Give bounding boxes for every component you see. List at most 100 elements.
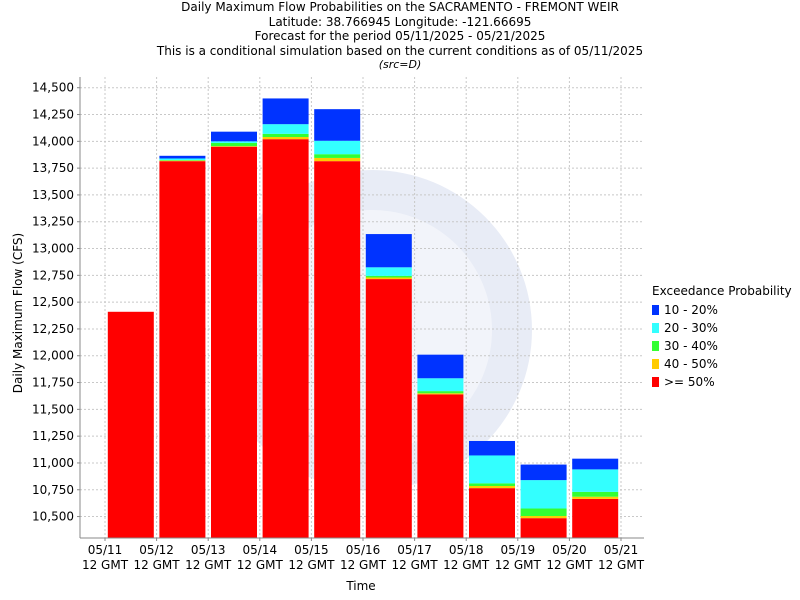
- bar-segment-p30_40: [417, 391, 464, 394]
- bar-segment-p30_40: [159, 160, 206, 161]
- bar-segment-p30_40: [314, 154, 361, 158]
- bar-segment-p40_50: [262, 137, 309, 140]
- bar-segment-p20_30: [417, 378, 464, 392]
- bar-segment-p20_30: [469, 455, 515, 484]
- x-tick-label-time: 12 GMT: [546, 558, 593, 572]
- legend-title: Exceedance Probability: [652, 284, 792, 298]
- legend-label: >= 50%: [664, 375, 715, 389]
- bar-segment-p30_40: [262, 133, 309, 138]
- bar-05-15: [314, 109, 361, 538]
- y-tick-label: 13,500: [32, 188, 74, 202]
- y-tick-label: 11,000: [32, 456, 74, 470]
- bar-segment-p50: [211, 146, 257, 539]
- y-axis-title: Daily Maximum Flow (CFS): [11, 233, 25, 393]
- bar-segment-p10_20: [417, 354, 464, 379]
- bar-segment-p20_30: [365, 267, 412, 276]
- x-tick-label-date: 05/14: [243, 543, 278, 557]
- bar-segment-p10_20: [211, 131, 257, 142]
- bar-segment-p50: [520, 518, 567, 538]
- legend-label: 40 - 50%: [664, 357, 718, 371]
- bar-05-19: [520, 464, 567, 538]
- legend-item-p40_50: 40 - 50%: [652, 355, 792, 373]
- y-tick-label: 13,000: [32, 242, 74, 256]
- x-tick-label-date: 05/15: [294, 543, 329, 557]
- bar-segment-p20_30: [262, 124, 309, 134]
- chart-titles: Daily Maximum Flow Probabilities on the …: [0, 0, 800, 73]
- legend-item-p50: >= 50%: [652, 373, 792, 391]
- bar-segment-p50: [417, 394, 464, 538]
- legend-label: 20 - 30%: [664, 321, 718, 335]
- legend-label: 30 - 40%: [664, 339, 718, 353]
- x-tick-label-date: 05/19: [501, 543, 536, 557]
- y-tick-label: 12,500: [32, 295, 74, 309]
- bar-05-18: [469, 440, 515, 538]
- bar-segment-p50: [262, 139, 309, 538]
- bar-segment-p30_40: [520, 508, 567, 517]
- bar-segment-p40_50: [417, 393, 464, 395]
- bar-05-17: [417, 354, 464, 538]
- x-tick-label-date: 05/11: [88, 543, 123, 557]
- title-line-2: Latitude: 38.766945 Longitude: -121.6669…: [268, 14, 532, 29]
- bar-segment-p10_20: [365, 234, 412, 268]
- y-tick-label: 10,500: [32, 510, 74, 524]
- y-tick-label: 14,000: [32, 134, 74, 148]
- legend-item-p10_20: 10 - 20%: [652, 301, 792, 319]
- bar-segment-p40_50: [572, 496, 619, 499]
- bar-05-13: [211, 131, 257, 539]
- title-line-4: This is a conditional simulation based o…: [156, 43, 644, 58]
- y-tick-label: 12,750: [32, 268, 74, 282]
- x-tick-label-time: 12 GMT: [134, 558, 181, 572]
- x-tick-label-time: 12 GMT: [82, 558, 129, 572]
- bar-segment-p20_30: [159, 158, 206, 161]
- bar-segment-p40_50: [365, 277, 412, 280]
- bar-segment-p20_30: [520, 480, 567, 509]
- y-tick-label: 13,750: [32, 161, 74, 175]
- y-tick-label: 10,750: [32, 483, 74, 497]
- title-line-1: Daily Maximum Flow Probabilities on the …: [181, 0, 619, 14]
- legend-swatch: [652, 305, 659, 315]
- x-tick-label-date: 05/16: [346, 543, 381, 557]
- bar-segment-p20_30: [314, 140, 361, 155]
- bar-segment-p30_40: [365, 275, 412, 278]
- legend-items: 10 - 20% 20 - 30% 30 - 40% 40 - 50% >= 50%: [652, 301, 792, 391]
- bar-segment-p40_50: [211, 146, 257, 147]
- legend: Exceedance Probability 10 - 20% 20 - 30% 3…: [652, 284, 792, 391]
- bar-05-11: [107, 311, 154, 538]
- legend-label: 10 - 20%: [664, 303, 718, 317]
- bar-segment-p10_20: [314, 109, 361, 141]
- y-tick-label: 11,750: [32, 376, 74, 390]
- legend-swatch: [652, 323, 659, 333]
- x-tick-label-time: 12 GMT: [237, 558, 284, 572]
- bar-segment-p50: [365, 279, 412, 538]
- legend-swatch: [652, 377, 659, 387]
- x-tick-label-date: 05/21: [604, 543, 639, 557]
- bar-segment-p30_40: [211, 142, 257, 147]
- x-tick-label-date: 05/12: [139, 543, 174, 557]
- legend-item-p20_30: 20 - 30%: [652, 319, 792, 337]
- bar-segment-p10_20: [572, 458, 619, 470]
- y-tick-label: 14,250: [32, 108, 74, 122]
- bar-segment-p30_40: [572, 491, 619, 497]
- legend-swatch: [652, 341, 659, 351]
- x-tick-label-time: 12 GMT: [340, 558, 387, 572]
- legend-swatch: [652, 359, 659, 369]
- bar-05-14: [262, 98, 309, 538]
- bar-segment-p20_30: [211, 141, 257, 143]
- bar-segment-p50: [159, 161, 206, 538]
- bar-segment-p10_20: [262, 98, 309, 125]
- bar-segment-p30_40: [469, 483, 515, 487]
- bar-segment-p10_20: [159, 155, 206, 159]
- x-tick-label-date: 05/18: [449, 543, 484, 557]
- x-tick-label-time: 12 GMT: [598, 558, 645, 572]
- x-tick-label-time: 12 GMT: [288, 558, 335, 572]
- bar-segment-p40_50: [314, 157, 361, 162]
- title-line-3: Forecast for the period 05/11/2025 - 05/…: [254, 29, 546, 43]
- bar-segment-p50: [107, 311, 154, 538]
- bar-segment-p20_30: [572, 469, 619, 492]
- bar-segment-p40_50: [520, 516, 567, 519]
- x-tick-label-time: 12 GMT: [495, 558, 542, 572]
- x-tick-label-time: 12 GMT: [392, 558, 439, 572]
- axes: [79, 77, 644, 539]
